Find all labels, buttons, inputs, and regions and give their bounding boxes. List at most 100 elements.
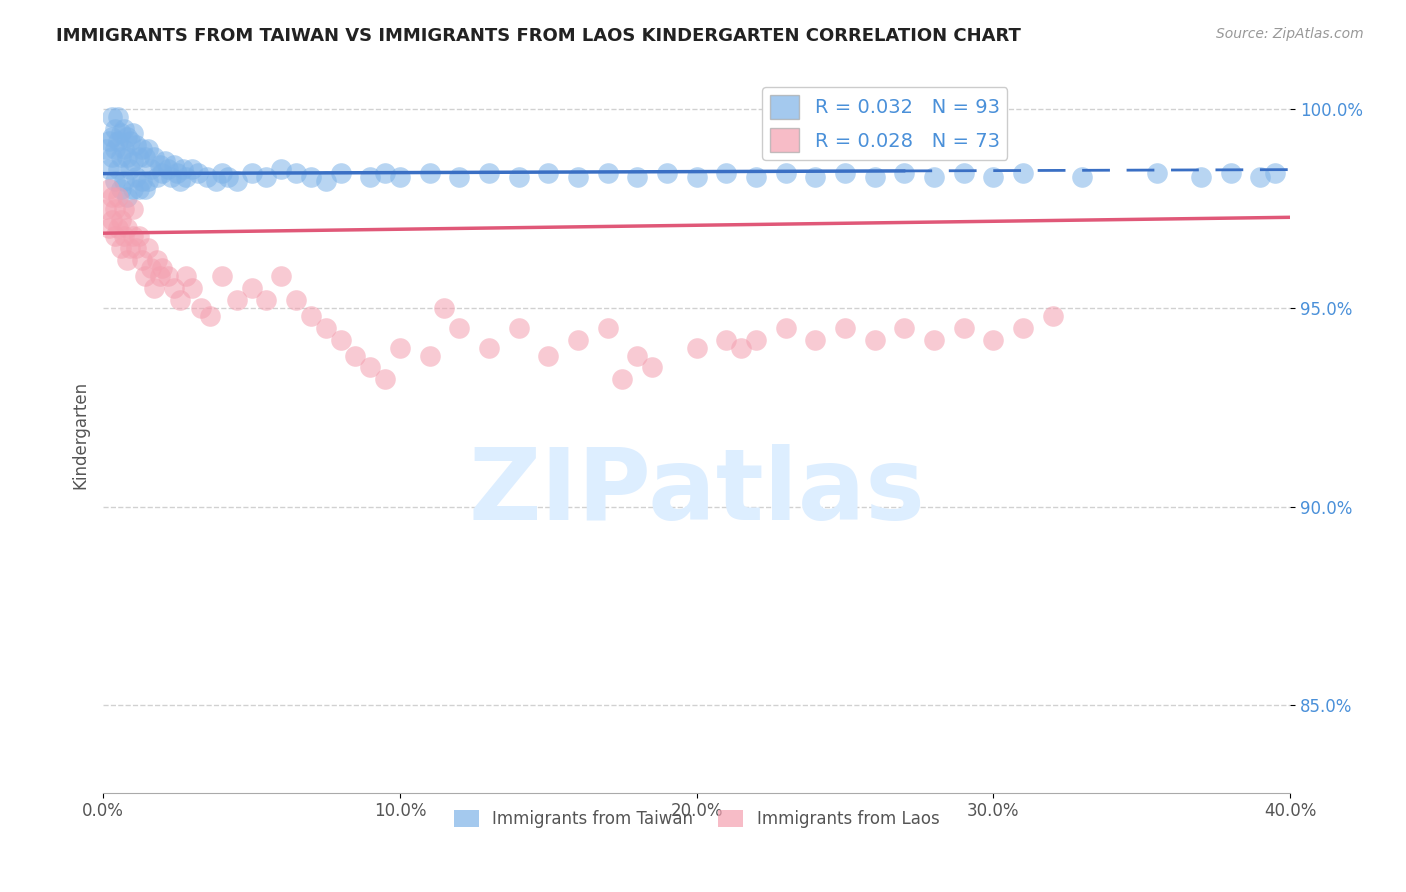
Point — [388, 169, 411, 184]
Point — [374, 372, 396, 386]
Point — [270, 269, 292, 284]
Point — [148, 269, 170, 284]
Point — [110, 150, 132, 164]
Point — [121, 229, 143, 244]
Point — [181, 281, 204, 295]
Point — [94, 142, 117, 156]
Point — [152, 261, 174, 276]
Point — [211, 269, 233, 284]
Point — [449, 169, 471, 184]
Point — [508, 169, 530, 184]
Point — [174, 169, 197, 184]
Point — [596, 166, 619, 180]
Point — [157, 269, 180, 284]
Point — [285, 166, 308, 180]
Point — [983, 333, 1005, 347]
Point — [142, 281, 165, 295]
Point — [730, 341, 752, 355]
Point — [101, 213, 124, 227]
Point — [685, 341, 707, 355]
Point — [118, 134, 141, 148]
Point — [804, 333, 827, 347]
Point — [834, 320, 856, 334]
Point — [166, 166, 188, 180]
Point — [172, 161, 194, 176]
Point — [567, 169, 589, 184]
Point — [315, 174, 337, 188]
Point — [449, 320, 471, 334]
Point — [104, 142, 127, 156]
Point — [1071, 169, 1094, 184]
Point — [863, 169, 886, 184]
Point — [478, 166, 501, 180]
Point — [121, 126, 143, 140]
Point — [922, 333, 945, 347]
Point — [537, 349, 560, 363]
Point — [104, 174, 127, 188]
Point — [118, 161, 141, 176]
Point — [567, 333, 589, 347]
Point — [1219, 166, 1241, 180]
Point — [205, 174, 228, 188]
Point — [211, 166, 233, 180]
Text: Source: ZipAtlas.com: Source: ZipAtlas.com — [1216, 27, 1364, 41]
Point — [685, 169, 707, 184]
Point — [893, 320, 915, 334]
Point — [641, 360, 664, 375]
Point — [716, 166, 738, 180]
Point — [225, 293, 247, 307]
Point — [1042, 309, 1064, 323]
Point — [922, 169, 945, 184]
Point — [145, 253, 167, 268]
Point — [1012, 320, 1035, 334]
Point — [217, 169, 239, 184]
Point — [270, 161, 292, 176]
Point — [163, 281, 186, 295]
Point — [155, 153, 177, 168]
Point — [128, 182, 150, 196]
Point — [98, 161, 121, 176]
Point — [125, 241, 148, 255]
Point — [478, 341, 501, 355]
Point — [329, 166, 352, 180]
Point — [299, 169, 322, 184]
Text: IMMIGRANTS FROM TAIWAN VS IMMIGRANTS FROM LAOS KINDERGARTEN CORRELATION CHART: IMMIGRANTS FROM TAIWAN VS IMMIGRANTS FRO… — [56, 27, 1021, 45]
Point — [115, 189, 138, 203]
Legend: Immigrants from Taiwan, Immigrants from Laos: Immigrants from Taiwan, Immigrants from … — [447, 803, 946, 834]
Point — [1264, 166, 1286, 180]
Point — [952, 166, 974, 180]
Point — [240, 281, 263, 295]
Text: ZIPatlas: ZIPatlas — [468, 443, 925, 541]
Point — [107, 221, 129, 235]
Point — [893, 166, 915, 180]
Point — [107, 161, 129, 176]
Point — [1012, 166, 1035, 180]
Point — [125, 138, 148, 153]
Point — [115, 130, 138, 145]
Point — [115, 253, 138, 268]
Point — [98, 134, 121, 148]
Point — [110, 182, 132, 196]
Point — [775, 166, 797, 180]
Point — [388, 341, 411, 355]
Point — [139, 261, 162, 276]
Point — [134, 182, 156, 196]
Point — [190, 301, 212, 315]
Point — [104, 229, 127, 244]
Point — [508, 320, 530, 334]
Point — [157, 161, 180, 176]
Point — [131, 253, 153, 268]
Point — [329, 333, 352, 347]
Point — [254, 293, 277, 307]
Point — [112, 174, 135, 188]
Point — [181, 161, 204, 176]
Point — [745, 333, 768, 347]
Point — [110, 126, 132, 140]
Point — [187, 166, 209, 180]
Point — [198, 309, 221, 323]
Point — [128, 229, 150, 244]
Point — [110, 213, 132, 227]
Point — [596, 320, 619, 334]
Point — [834, 166, 856, 180]
Point — [359, 169, 381, 184]
